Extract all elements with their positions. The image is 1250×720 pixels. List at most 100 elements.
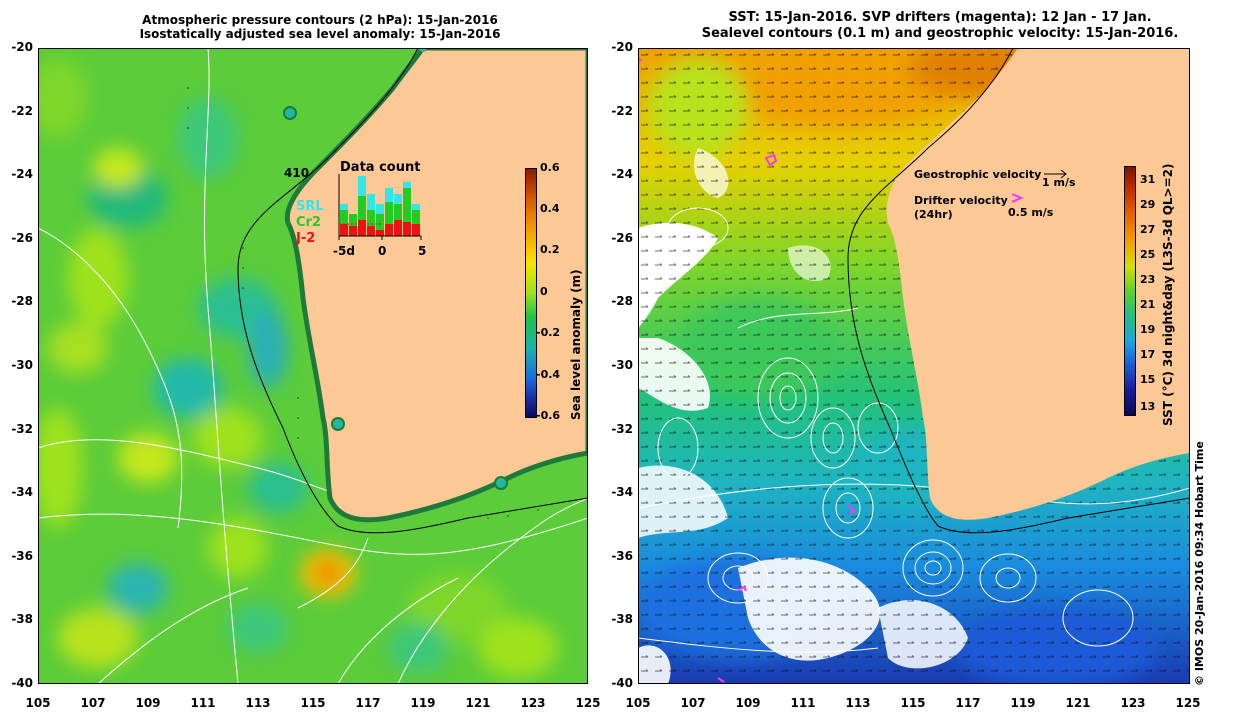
right-colorbar-title: SST (°C) 3d night&day (L3S-3d QL>=2) (1161, 163, 1175, 427)
lat-tick: -24 (11, 167, 33, 181)
histogram-tick-neg5: -5d (333, 244, 355, 258)
lon-tick: 115 (300, 696, 326, 710)
lon-tick: 119 (410, 696, 436, 710)
left-cb-tick: 0.4 (540, 202, 560, 215)
right-cb-tick: 23 (1140, 273, 1156, 286)
lat-tick: -20 (11, 40, 33, 54)
drifter-velocity-sub: (24hr) (914, 208, 953, 221)
lat-tick: -40 (11, 676, 33, 690)
drifter-velocity-arrow-icon (1011, 193, 1024, 203)
lat-tick: -30 (11, 358, 33, 372)
lon-tick: 117 (955, 696, 981, 710)
lon-tick: 119 (1010, 696, 1036, 710)
lat-tick: -40 (611, 676, 633, 690)
left-cb-tick: 0.2 (540, 243, 560, 256)
left-cb-tick: 0.6 (540, 161, 560, 174)
left-cb-tick: 0 (540, 285, 548, 298)
lon-tick: 121 (1065, 696, 1091, 710)
data-count-title: Data count (340, 160, 421, 175)
lon-tick: 109 (135, 696, 161, 710)
tide-station-marker[interactable] (331, 417, 345, 431)
right-map[interactable]: Geostrophic velocity 1 m/s Drifter veloc… (638, 48, 1190, 684)
legend-cr2: Cr2 (296, 215, 321, 230)
geostrophic-velocity-scale: 1 m/s (1042, 176, 1076, 189)
lat-tick: -36 (11, 549, 33, 563)
lon-tick: 117 (355, 696, 381, 710)
right-cb-tick: 13 (1140, 400, 1156, 413)
lat-tick: -34 (11, 485, 33, 499)
lon-tick: 105 (25, 696, 51, 710)
shelf-break-line (847, 48, 1190, 534)
right-cb-tick: 27 (1140, 223, 1156, 236)
lat-tick: -38 (11, 612, 33, 626)
australia-land (886, 48, 1190, 520)
sealevel-contours (638, 207, 1190, 653)
lat-tick: -32 (11, 422, 33, 436)
lat-tick: -30 (611, 358, 633, 372)
right-panel-title: SST: 15-Jan-2016. SVP drifters (magenta)… (640, 10, 1240, 42)
right-map-svg (638, 48, 1190, 684)
geostrophic-velocity-label: Geostrophic velocity (914, 168, 1042, 181)
copyright-text: © IMOS 20-Jan-2016 09:34 Hobart Time (1193, 441, 1206, 686)
right-cb-tick: 31 (1140, 173, 1156, 186)
left-title-line1: Atmospheric pressure contours (2 hPa): 1… (142, 13, 498, 27)
histogram-bars (340, 176, 420, 236)
tide-station-marker[interactable] (494, 476, 508, 490)
right-cb-tick: 17 (1140, 348, 1156, 361)
lon-tick: 109 (735, 696, 761, 710)
histogram-tick-0: 0 (378, 244, 387, 258)
lat-tick: -36 (611, 549, 633, 563)
lon-tick: 107 (80, 696, 106, 710)
left-cb-tick: -0.6 (536, 409, 561, 422)
lon-tick: 125 (575, 696, 601, 710)
pressure-contours (38, 48, 588, 684)
legend-j2: J-2 (296, 231, 316, 246)
lat-tick: -20 (611, 40, 633, 54)
right-colorbar (1124, 166, 1136, 416)
lat-tick: -28 (611, 294, 633, 308)
right-cb-tick: 21 (1140, 298, 1156, 311)
drifter-velocity-scale: 0.5 m/s (1008, 206, 1054, 219)
data-count-histogram (338, 174, 422, 240)
left-map[interactable]: 410 Data count SRL Cr2 J-2 -5d 0 (38, 48, 588, 684)
left-cb-tick: -0.2 (536, 326, 561, 339)
left-panel-title: Atmospheric pressure contours (2 hPa): 1… (40, 13, 600, 41)
lat-tick: -32 (611, 422, 633, 436)
left-title-line2: Isostatically adjusted sea level anomaly… (139, 27, 501, 41)
geostrophic-velocity-arrow-icon (1044, 169, 1067, 179)
data-count-total: 410 (284, 166, 310, 180)
lon-tick: 113 (845, 696, 871, 710)
lon-tick: 123 (520, 696, 546, 710)
lon-tick: 107 (680, 696, 706, 710)
left-map-svg (38, 48, 588, 684)
right-cb-tick: 15 (1140, 373, 1156, 386)
lat-tick: -38 (611, 612, 633, 626)
lon-tick: 125 (1175, 696, 1201, 710)
lon-tick: 123 (1120, 696, 1146, 710)
lat-tick: -22 (11, 104, 33, 118)
lon-tick: 115 (900, 696, 926, 710)
left-colorbar-title: Sea level anomaly (m) (569, 269, 583, 420)
lat-tick: -22 (611, 104, 633, 118)
lon-tick: 121 (465, 696, 491, 710)
lat-tick: -28 (11, 294, 33, 308)
shelf-break-line (237, 48, 588, 534)
lat-tick: -26 (611, 231, 633, 245)
lon-tick: 111 (190, 696, 216, 710)
right-cb-tick: 29 (1140, 198, 1156, 211)
legend-srl: SRL (296, 199, 324, 214)
left-colorbar (525, 168, 537, 418)
lon-tick: 111 (790, 696, 816, 710)
right-cb-tick: 19 (1140, 323, 1156, 336)
lat-tick: -34 (611, 485, 633, 499)
right-cb-tick: 25 (1140, 248, 1156, 261)
lat-tick: -26 (11, 231, 33, 245)
right-title-line2: Sealevel contours (0.1 m) and geostrophi… (701, 26, 1179, 41)
lon-tick: 105 (625, 696, 651, 710)
left-cb-tick: -0.4 (536, 368, 561, 381)
right-title-line1: SST: 15-Jan-2016. SVP drifters (magenta)… (728, 10, 1152, 25)
histogram-tick-5: 5 (418, 244, 427, 258)
drifter-velocity-label: Drifter velocity (914, 194, 1008, 207)
tide-station-marker[interactable] (283, 106, 297, 120)
data-count-inset: 410 Data count SRL Cr2 J-2 -5d 0 (278, 158, 438, 258)
